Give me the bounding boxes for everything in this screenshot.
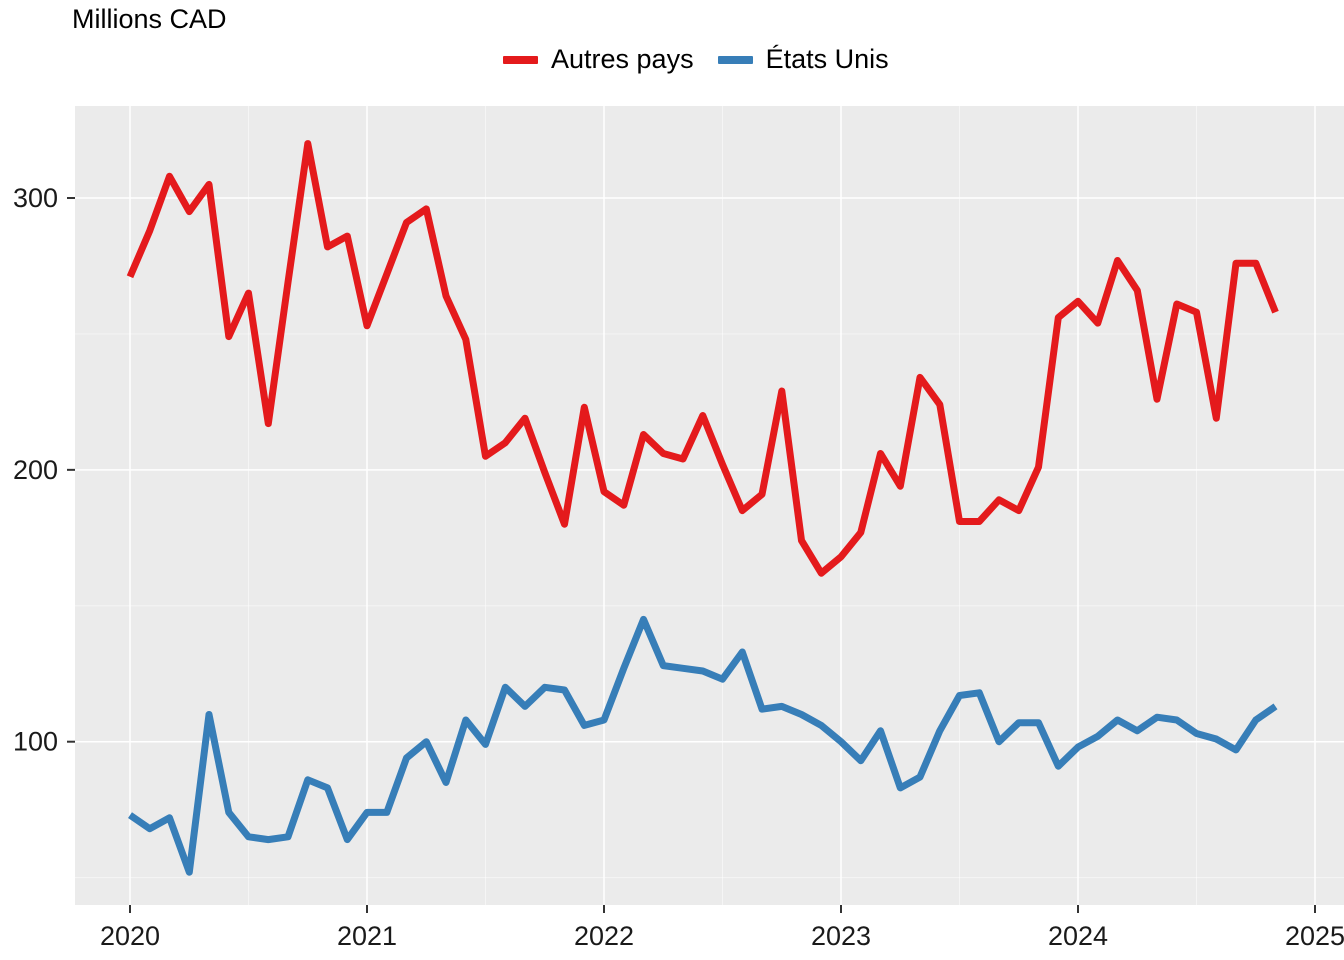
x-axis-label: 2025 <box>1285 921 1344 951</box>
series-line-etats-unis <box>128 615 1278 876</box>
legend: Autres pays États Unis <box>503 44 889 75</box>
panel-background <box>75 106 1344 905</box>
y-axis-label: 300 <box>13 183 58 213</box>
legend-swatch-autres-pays <box>503 55 538 64</box>
y-axis-title: Millions CAD <box>72 4 227 34</box>
x-axis-label: 2023 <box>811 921 871 951</box>
x-axis-label: 2022 <box>574 921 634 951</box>
x-axis-label: 2020 <box>100 921 160 951</box>
series-line-autres-pays <box>126 140 1279 577</box>
legend-swatch-etats-unis <box>717 55 753 64</box>
x-axis-label: 2021 <box>337 921 397 951</box>
y-axis-label: 200 <box>13 455 58 485</box>
legend-item-autres-pays: Autres pays <box>503 44 694 75</box>
legend-label-etats-unis: États Unis <box>765 44 889 74</box>
y-axis-label: 100 <box>13 727 58 757</box>
legend-label-autres-pays: Autres pays <box>551 44 694 74</box>
legend-item-etats-unis: États Unis <box>717 44 889 75</box>
x-axis-label: 2024 <box>1048 921 1108 951</box>
